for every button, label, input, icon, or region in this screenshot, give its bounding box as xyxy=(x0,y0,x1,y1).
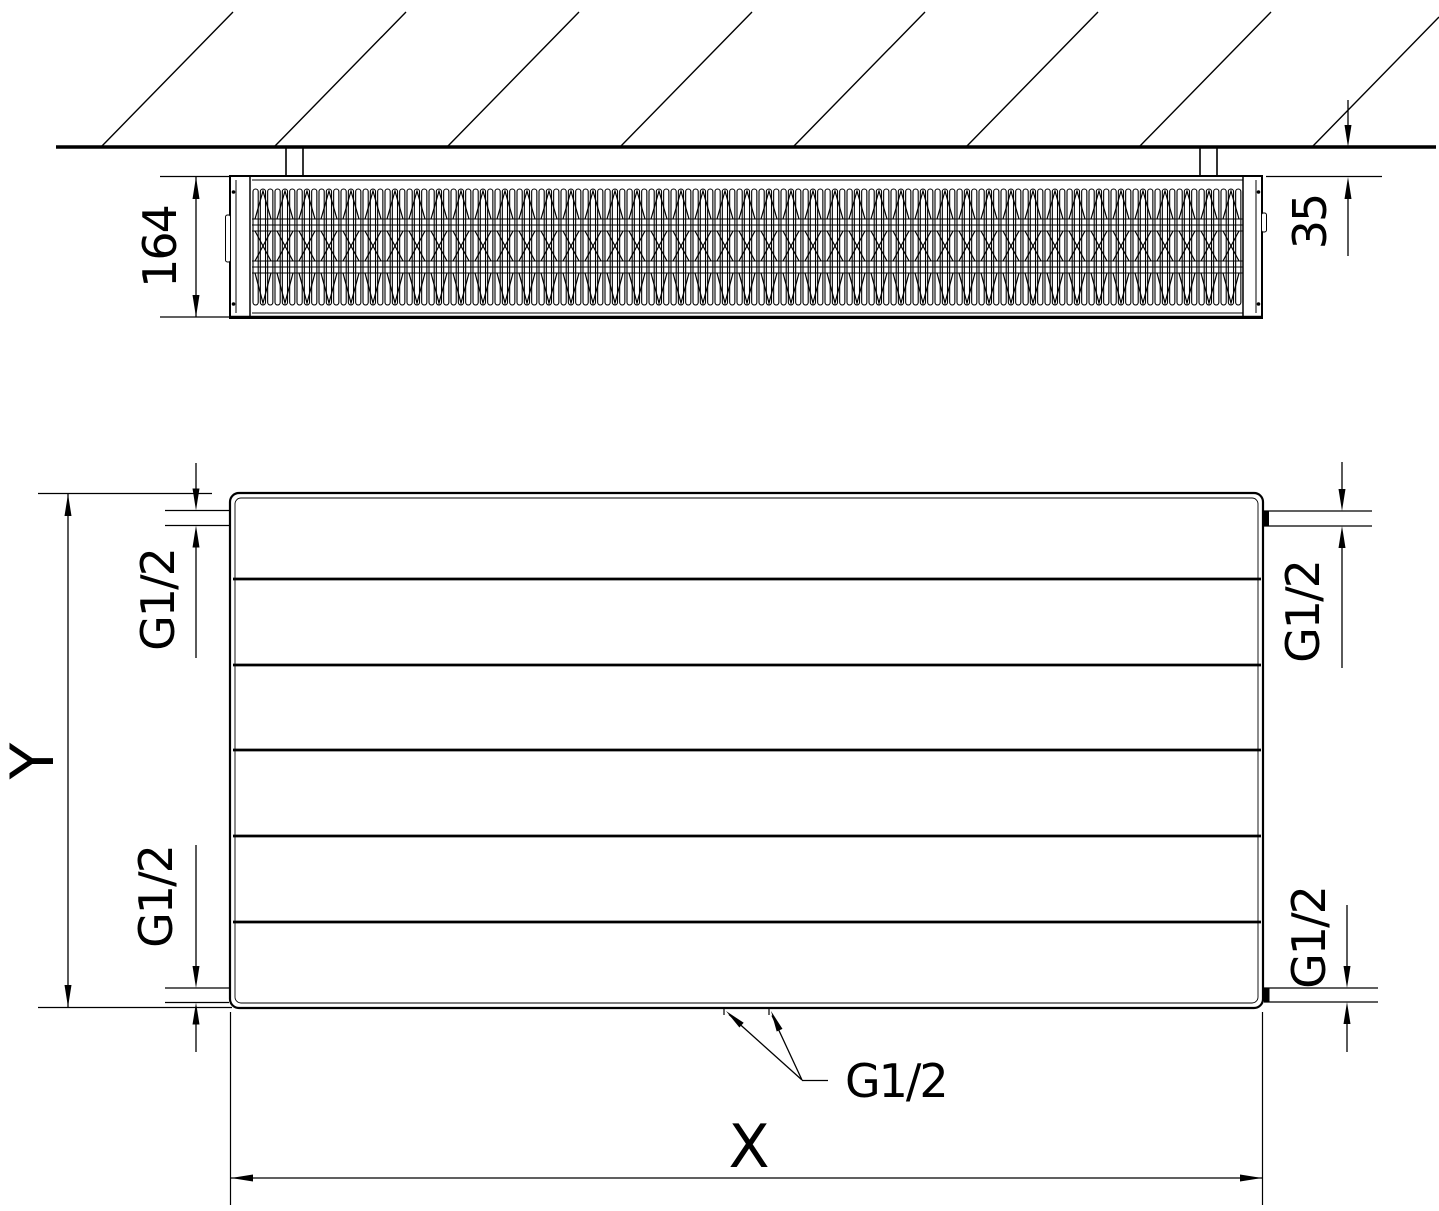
connection-bottom-left: G1/2 xyxy=(129,845,229,1052)
screw-dot xyxy=(231,302,236,306)
hatch-line xyxy=(620,11,753,147)
hatch-line xyxy=(101,11,234,147)
side-tab-right xyxy=(1261,212,1267,233)
arrowhead-up xyxy=(192,1002,200,1025)
front-view: G1/2 G1/2 G1/2 xyxy=(0,462,1378,1205)
dim-wall-gap-label: 35 xyxy=(1283,195,1337,250)
arrowhead-down xyxy=(1343,966,1351,988)
arrowhead-down xyxy=(1344,125,1352,147)
thread-label-bottom-right: G1/2 xyxy=(1282,887,1336,989)
convector-fins xyxy=(252,188,1243,306)
arrowhead-right xyxy=(1240,1174,1262,1182)
radiator-front-panel xyxy=(228,491,1265,1010)
screw-dot xyxy=(1256,190,1261,194)
hatch-line xyxy=(1139,11,1272,147)
arrowhead-up xyxy=(192,177,200,199)
arrowhead-down xyxy=(64,985,72,1007)
hatch-line xyxy=(966,11,1099,147)
arrowhead-up xyxy=(1344,177,1352,199)
arrowhead-up xyxy=(1343,1002,1351,1024)
arrowhead-down xyxy=(192,295,200,317)
arrowhead-down xyxy=(192,488,200,511)
side-tab-left xyxy=(225,214,231,263)
hatch-line xyxy=(793,11,926,147)
thread-label-bottom-left: G1/2 xyxy=(129,846,183,948)
connection-top-right: G1/2 xyxy=(1263,462,1372,668)
dimension-height-y: Y xyxy=(0,492,232,1009)
dimension-wall-gap-35: 35 xyxy=(1266,100,1382,256)
arrowhead-down xyxy=(192,966,200,988)
screw-dot xyxy=(231,190,236,194)
arrowhead-up xyxy=(64,494,72,516)
connection-bottom-center-callout: G1/2 xyxy=(723,1007,949,1108)
dimension-depth-164: 164 xyxy=(133,175,229,318)
connection-bottom-right: G1/2 xyxy=(1263,887,1378,1052)
arrowhead-up xyxy=(192,525,200,548)
hatch-line xyxy=(274,11,407,147)
screw-dot xyxy=(1256,302,1261,306)
hatch-line xyxy=(1312,16,1439,147)
hatch-line xyxy=(447,11,580,147)
mounting-bracket-left xyxy=(285,148,304,176)
radiator-top-view xyxy=(225,175,1267,319)
wall-hatching xyxy=(101,11,1439,147)
thread-nipple xyxy=(1263,988,1270,1002)
arrowhead-left xyxy=(231,1174,253,1182)
dim-length-label: X xyxy=(728,1112,769,1182)
dimension-length-x: X xyxy=(229,1012,1264,1205)
thread-label-bottom-center: G1/2 xyxy=(845,1054,947,1108)
leader-arrowhead xyxy=(726,1011,744,1028)
top-view: 164 35 xyxy=(56,11,1439,319)
leader-arrowhead xyxy=(771,1011,783,1032)
arrowhead-down xyxy=(1338,489,1346,511)
arrowhead-up xyxy=(1338,526,1346,548)
dim-depth-label: 164 xyxy=(133,206,187,288)
thread-label-top-left: G1/2 xyxy=(131,549,185,651)
mounting-bracket-right xyxy=(1199,148,1218,176)
thread-nipple xyxy=(1263,511,1269,526)
connection-top-left: G1/2 xyxy=(131,463,229,658)
thread-label-top-right: G1/2 xyxy=(1276,561,1330,663)
dim-height-label: Y xyxy=(0,742,68,780)
